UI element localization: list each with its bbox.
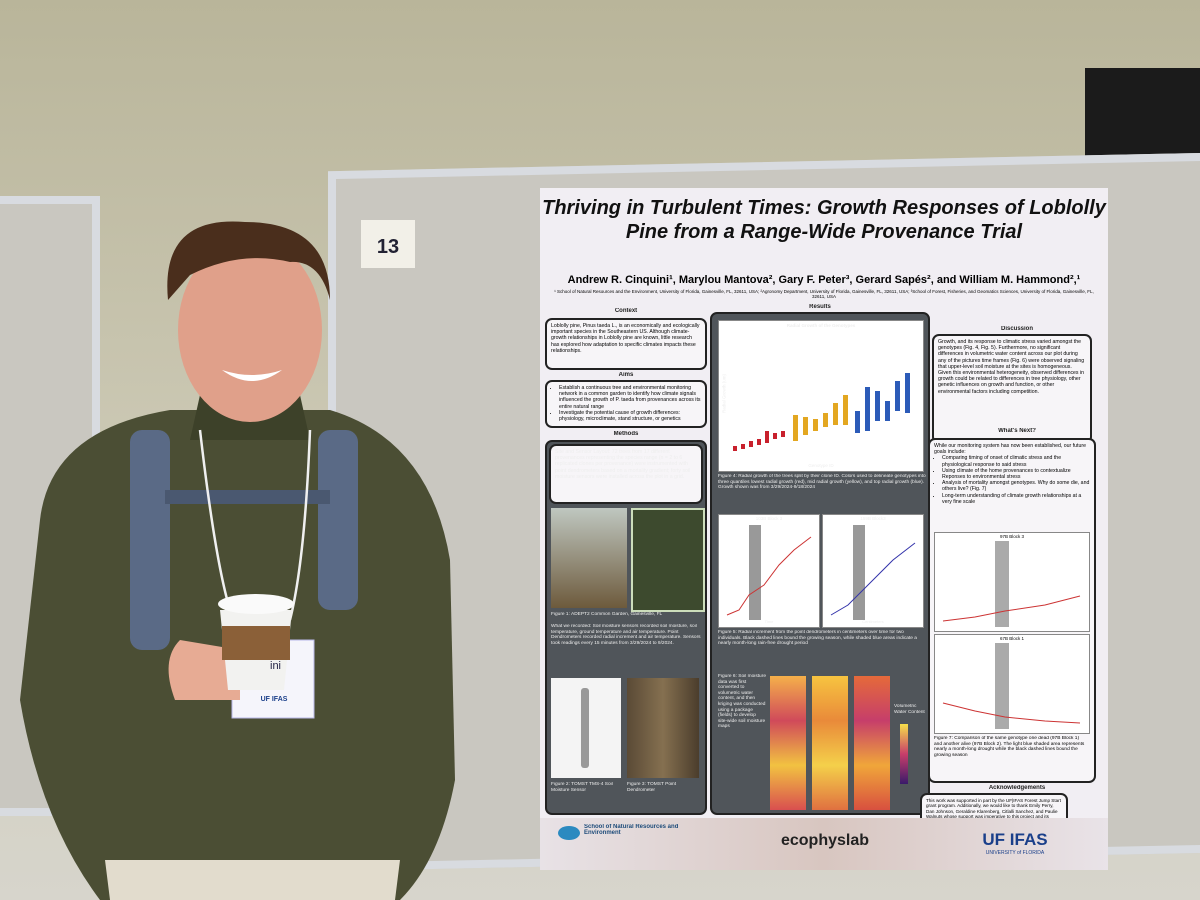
mortality-plot: 97B Block 3	[934, 532, 1090, 632]
university-logo: UF IFAS	[982, 830, 1048, 849]
methods-recorded: What we recorded: Soil moisture sensors …	[551, 624, 701, 646]
school-name: School of Natural Resources and Environm…	[584, 824, 679, 836]
figure-caption: Figure 1: ADEPT2 Common Garden, Gainesvi…	[551, 612, 663, 617]
list-item: Using climate of the home provenances to…	[942, 468, 1090, 480]
drought-band	[995, 643, 1009, 729]
figure-caption: Figure 2: TOMST TMS-4 Soil Moisture Sens…	[551, 782, 613, 793]
site-map	[631, 508, 705, 612]
axis-label: Time	[764, 619, 774, 624]
next-intro: While our monitoring system has now been…	[934, 443, 1086, 456]
poster-title: Thriving in Turbulent Times: Growth Resp…	[542, 197, 1106, 243]
moisture-map	[854, 676, 890, 810]
growth-line	[942, 595, 1081, 622]
heading: Context	[614, 308, 638, 314]
heading: Aims	[618, 372, 634, 378]
badge-name: ini	[270, 660, 282, 672]
list-item: Long-term understanding of climate growt…	[942, 493, 1090, 505]
drought-band	[749, 525, 761, 620]
heading: What's Next?	[998, 428, 1036, 434]
heading: Acknowledgements	[988, 785, 1046, 791]
affiliations: ¹ School of Natural Resources and the En…	[554, 289, 1094, 299]
figure-caption: Figure 7: Comparison of the same genotyp…	[934, 736, 1085, 758]
authors: Andrew R. Cinquini¹, Marylou Mantova², G…	[567, 274, 1081, 286]
list-item: Comparing timing of onset of climatic st…	[942, 455, 1090, 467]
dendrometer-photo	[627, 678, 699, 778]
plot-title: 97B Block 3	[999, 534, 1024, 539]
heading: Methods	[613, 431, 639, 437]
plot-title: 159B Block3	[860, 516, 886, 521]
figure-caption: Figure 4: Radial growth of the trees spl…	[718, 474, 926, 491]
drought-band	[995, 541, 1009, 627]
figure-caption: Figure 3: TOMST Point Dendrometer	[627, 782, 677, 793]
mortality-plot: 67B Block 1	[934, 634, 1090, 734]
next-box: While our monitoring system has now been…	[928, 438, 1096, 783]
chart-x-label: Genotype ID	[808, 463, 834, 468]
plot-title: 67B Block 1	[999, 636, 1024, 641]
moisture-map	[770, 676, 806, 810]
color-scale	[900, 724, 908, 784]
boxplot-graphic	[733, 373, 910, 451]
list-item: Investigate the potential cause of growt…	[559, 410, 701, 422]
lab-name: ecophyslab	[780, 832, 870, 849]
figure-caption: Figure 6: Soil moisture data was first c…	[718, 674, 766, 730]
growth-line	[830, 542, 916, 616]
context-text: Loblolly pine, Pinus taeda L., is an eco…	[545, 318, 707, 370]
methods-box: Site and Sensor Layout: 72 trees from 17…	[545, 440, 707, 815]
sensor-diagram	[551, 678, 621, 778]
heading: Discussion	[1000, 326, 1033, 332]
boxplot-chart: Radial Growth of the Genotypes Genotype …	[718, 320, 924, 472]
board-number: 13	[361, 220, 415, 268]
heading: Results	[809, 304, 831, 310]
monitor	[1085, 68, 1200, 158]
school-logo	[558, 826, 580, 840]
list-item: Analysis of mortality amongst genotypes.…	[942, 480, 1090, 492]
dendrometer-plot: 159B Block3 Centimeters	[822, 514, 924, 628]
poster: Thriving in Turbulent Times: Growth Resp…	[540, 188, 1108, 870]
drought-band	[853, 525, 865, 620]
university-sub: UNIVERSITY of FLORIDA	[985, 850, 1045, 856]
growth-line	[942, 702, 1081, 724]
growth-line	[726, 536, 812, 616]
moisture-map	[812, 676, 848, 810]
person	[20, 221, 455, 900]
chart-title: Radial Growth of the Genotypes	[786, 323, 856, 328]
legend-title: Volumetric Water Content	[894, 704, 925, 715]
aims-box: Establish a continuous tree and environm…	[545, 380, 707, 428]
list-item: Establish a continuous tree and environm…	[559, 385, 701, 410]
discussion-text: Growth, and its response to climatic str…	[932, 334, 1092, 444]
plot-title: 103B Block 3	[755, 516, 783, 521]
dendrometer-plot: 103B Block 3 Time	[718, 514, 820, 628]
methods-layout: Site and Sensor Layout: 72 trees from 17…	[549, 444, 703, 504]
chart-y-label: Radial Growth (um)	[721, 374, 727, 414]
forest-photo	[551, 508, 627, 608]
results-box: Radial Growth of the Genotypes Genotype …	[710, 312, 930, 815]
axis-label: Centimeters	[862, 619, 884, 624]
badge-org: UF IFAS	[260, 696, 288, 703]
footer: School of Natural Resources and Environm…	[540, 818, 1108, 870]
figure-caption: Figure 5: Radial increment from the poin…	[718, 630, 917, 647]
